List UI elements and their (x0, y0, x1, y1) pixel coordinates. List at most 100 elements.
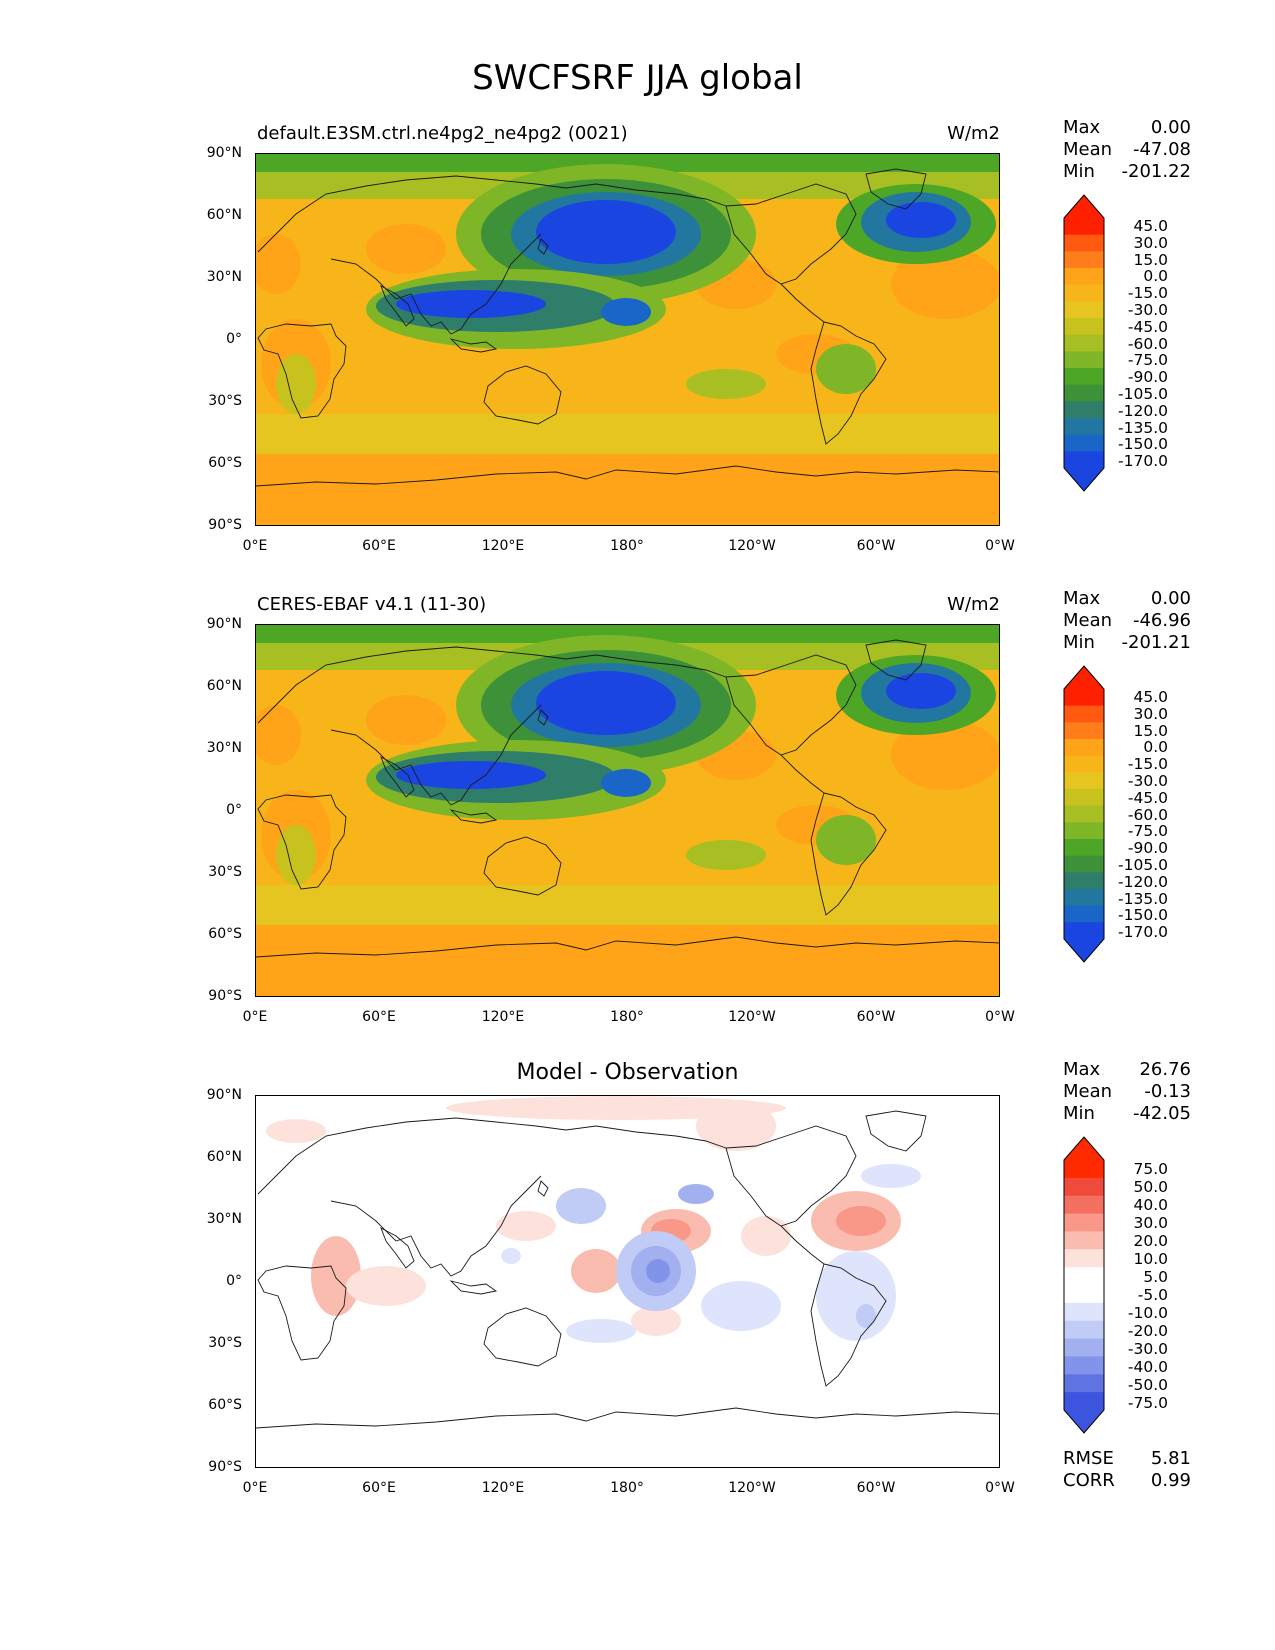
panel-2-lat-label: 90°S (208, 988, 242, 1004)
panel-1-lon-label: 60°W (856, 538, 896, 554)
colorbar-segment (1064, 1213, 1104, 1232)
panel-2-lon-label: 0°E (242, 1009, 268, 1025)
colorbar-label: -15.0 (1127, 284, 1168, 303)
figure-title: SWCFSRF JJA global (472, 58, 803, 98)
colorbar-segment (1064, 905, 1104, 923)
colorbar-label: 5.0 (1143, 1268, 1168, 1286)
stat-value: -47.08 (1132, 139, 1191, 160)
stat-value: -46.96 (1132, 610, 1191, 631)
tropical-cloud (276, 354, 316, 414)
positive-anomaly (266, 1119, 326, 1143)
colorbar-segment (1064, 418, 1104, 436)
coastline (257, 646, 727, 724)
panel-2-colorbar (1063, 665, 1105, 963)
colorbar-label: -150.0 (1118, 906, 1168, 925)
coastline (780, 283, 825, 323)
panel-3-lon-label: 120°W (728, 1480, 776, 1496)
colorbar-label: -45.0 (1127, 788, 1168, 807)
colorbar-segment (1064, 1374, 1104, 1393)
colorbar-segment (1064, 1249, 1104, 1268)
panel-1-contour-plot (256, 154, 999, 525)
panel-3-lat-label: 60°S (208, 1397, 242, 1413)
colorbar-segment (1064, 722, 1104, 740)
coastline (449, 809, 498, 824)
colorbar-label: -75.0 (1127, 822, 1168, 841)
field-band (256, 154, 999, 172)
coastline (725, 1125, 857, 1227)
colorbar-segment (1064, 1160, 1104, 1179)
panel-2-lat-label: 90°N (206, 616, 242, 632)
metric-value: 5.81 (1150, 1448, 1191, 1469)
coastline (810, 792, 887, 916)
panel-2-title: CERES-EBAF v4.1 (11-30) (257, 594, 487, 615)
colorbar-label: -105.0 (1118, 384, 1168, 403)
colorbar-segment (1064, 789, 1104, 807)
colorbar-segment (1064, 218, 1104, 236)
colorbar-label: 40.0 (1133, 1196, 1168, 1214)
colorbar-segment (1064, 234, 1104, 252)
stat-label: Max (1063, 588, 1101, 609)
panel-2-lat-label: 0° (226, 802, 242, 818)
colorbar-label: 30.0 (1133, 233, 1168, 252)
panel-2-units: W/m2 (947, 594, 1000, 615)
coastline (810, 1263, 887, 1387)
panel-1-lat-label: 60°S (208, 455, 242, 471)
subtropical-high (891, 249, 999, 319)
colorbar-label: 45.0 (1133, 688, 1168, 706)
panel-1-map (255, 153, 1000, 526)
stat-value: -201.22 (1121, 161, 1191, 182)
panel-2-lat-label: 60°S (208, 926, 242, 942)
panel-1-lat-label: 60°N (206, 207, 242, 223)
tropical-cloud (816, 344, 876, 394)
colorbar-label: 45.0 (1133, 217, 1168, 235)
stat-label: Max (1063, 117, 1101, 138)
stat-value: -42.05 (1132, 1103, 1191, 1124)
stat-label: Max (1063, 1059, 1101, 1080)
panel-1-lon-label: 0°E (242, 538, 268, 554)
subtropical-high (366, 224, 446, 274)
coastline (865, 639, 927, 681)
panel-1-units: W/m2 (947, 123, 1000, 144)
tropical-cloud (686, 369, 766, 399)
colorbar-segment (1064, 1177, 1104, 1197)
warm-pool-convection (601, 769, 651, 797)
subtropical-high (366, 695, 446, 745)
panel-1-lat-label: 90°N (206, 145, 242, 161)
panel-2-lon-label: 120°E (481, 1009, 525, 1025)
panel-1-lat-label: 0° (226, 331, 242, 347)
panel-3-stat-min: Min -42.05 (1063, 1103, 1191, 1125)
coastline (725, 183, 857, 285)
coastline (380, 756, 415, 798)
colorbar-extend-top (1064, 666, 1104, 689)
colorbar-segment (1064, 822, 1104, 840)
colorbar-label: 50.0 (1133, 1178, 1168, 1196)
colorbar-label: 15.0 (1133, 721, 1168, 740)
coastline (449, 1280, 498, 1295)
panel-1-lat-label: 30°N (206, 269, 242, 285)
panel-3-lon-label: 0°E (242, 1480, 268, 1496)
colorbar-outline (1063, 194, 1105, 492)
tropical-cloud (276, 825, 316, 885)
colorbar-label: -30.0 (1127, 300, 1168, 319)
positive-anomaly (496, 1211, 556, 1241)
colorbar-segment (1064, 1320, 1104, 1340)
panel-3-lat-label: 60°N (206, 1149, 242, 1165)
coastline (380, 1227, 415, 1269)
colorbar-extend-bottom (1064, 468, 1104, 491)
coastline (257, 1117, 727, 1195)
metric-value: 0.99 (1150, 1470, 1191, 1491)
colorbar-label: -75.0 (1127, 351, 1168, 370)
colorbar-label: 0.0 (1143, 267, 1168, 286)
colorbar-segment (1064, 334, 1104, 352)
panel-1-lon-label: 60°E (362, 538, 396, 554)
positive-anomaly (741, 1216, 791, 1256)
coastline (810, 321, 887, 445)
field-band (256, 925, 999, 996)
field-band (256, 625, 999, 643)
panel-3-metric-rmse: RMSE 5.81 (1063, 1448, 1191, 1470)
panel-2-map (255, 624, 1000, 997)
colorbar-outline (1063, 665, 1105, 963)
colorbar-label: -150.0 (1118, 435, 1168, 454)
colorbar-segment (1064, 1195, 1104, 1215)
panel-1-stat-mean: Mean -47.08 (1063, 139, 1191, 161)
